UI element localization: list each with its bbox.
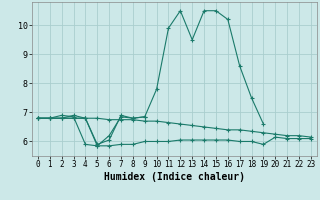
X-axis label: Humidex (Indice chaleur): Humidex (Indice chaleur)	[104, 172, 245, 182]
